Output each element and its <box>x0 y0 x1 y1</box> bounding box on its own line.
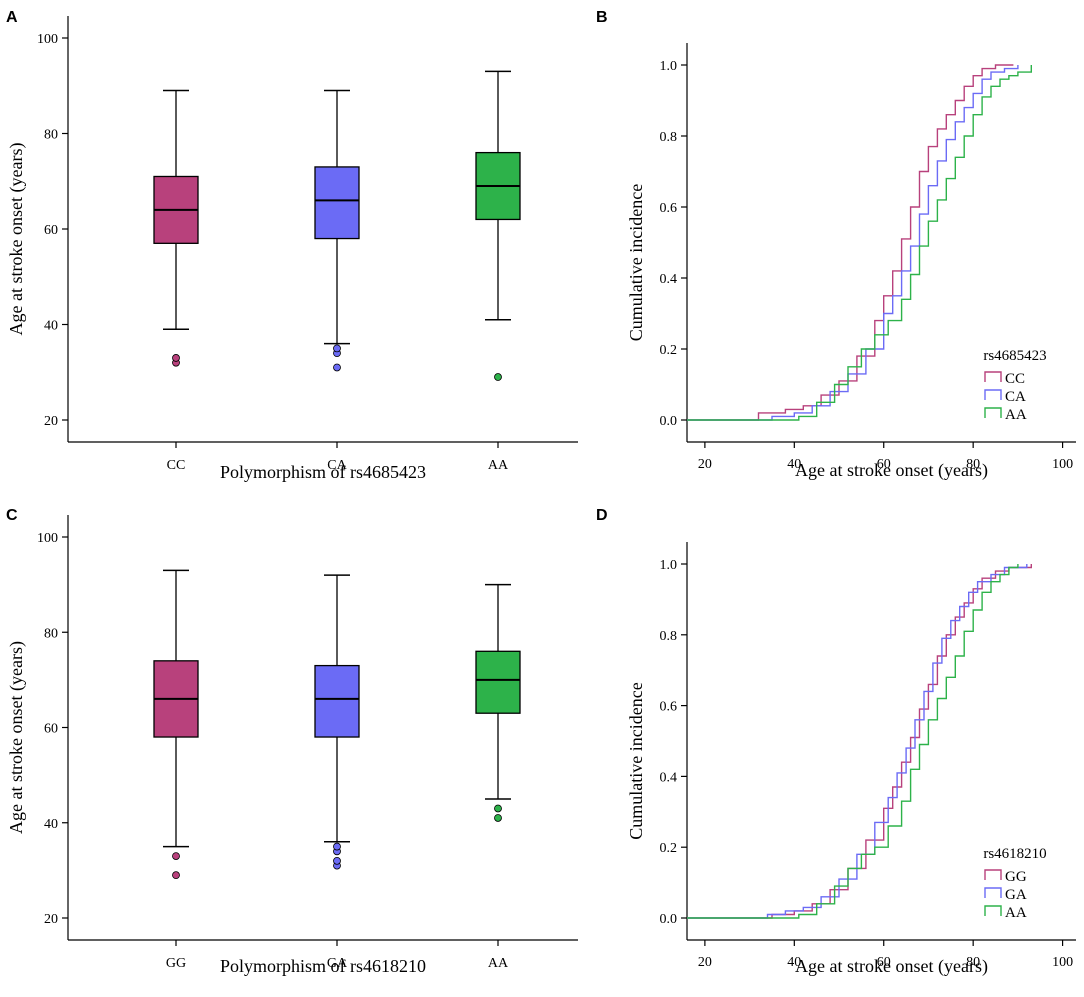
x-tick-label: AA <box>488 458 509 473</box>
y-tick-label: 60 <box>44 223 58 238</box>
y-tick-label: 20 <box>44 912 58 927</box>
legend-label-gg: GG <box>1005 869 1027 885</box>
legend-title: rs4685423 <box>983 348 1046 364</box>
box-aa <box>475 70 521 381</box>
iqr-box <box>475 650 521 714</box>
chart-d: 0.0 0.2 0.4 0.6 0.8 1.0 20 40 60 80 100 rs4618210 GG… <box>626 542 1076 977</box>
x-axis-title: Age at stroke onset (years) <box>795 460 988 481</box>
outlier-point <box>333 344 341 353</box>
x-axis-title: Polymorphism of rs4685423 <box>220 462 426 482</box>
y-tick-label: 0.2 <box>660 841 678 856</box>
y-tick-label: 20 <box>44 414 58 429</box>
series-line-aa <box>687 65 1032 421</box>
x-tick-label: 40 <box>787 457 801 472</box>
y-tick-label: 40 <box>44 817 58 832</box>
y-tick-label: 0.8 <box>660 130 678 145</box>
y-tick-label: 60 <box>44 722 58 737</box>
y-tick-label: 0.0 <box>660 912 678 927</box>
legend-swatch-gg <box>984 869 1002 880</box>
y-tick-label: 1.0 <box>660 59 678 74</box>
legend-label-cc: CC <box>1005 371 1025 387</box>
x-tick-label: CC <box>167 458 186 473</box>
y-axis-title: Cumulative incidence <box>626 184 646 341</box>
panel-letter-c: C <box>6 507 18 524</box>
chart-c: 20 40 60 80 100 GG GA AA Polymorphism of rs46182… <box>6 515 578 976</box>
y-tick-label: 1.0 <box>660 558 678 573</box>
x-tick-label: 20 <box>698 955 712 970</box>
legend-swatch-aa <box>984 407 1002 418</box>
box-cc <box>153 89 199 367</box>
legend-label-aa: AA <box>1005 407 1027 423</box>
x-tick-label: 20 <box>698 457 712 472</box>
x-tick-label: 60 <box>877 457 891 472</box>
outlier-point <box>494 373 502 381</box>
y-tick-label: 0.4 <box>660 770 678 785</box>
y-tick-label: 0.2 <box>660 343 678 358</box>
legend-swatch-ca <box>984 389 1002 400</box>
chart-b: 0.0 0.2 0.4 0.6 0.8 1.0 20 40 60 80 100 rs4685423 CC… <box>626 43 1076 481</box>
x-tick-label: 100 <box>1052 955 1073 970</box>
legend-swatch-ga <box>984 887 1002 898</box>
y-tick-label: 0.4 <box>660 272 678 287</box>
y-tick-label: 80 <box>44 626 58 641</box>
y-tick-label: 100 <box>37 531 58 546</box>
y-tick-label: 0.6 <box>660 201 678 216</box>
x-axis-title: Polymorphism of rs4618210 <box>220 956 426 976</box>
panel-letter-d: D <box>596 507 608 524</box>
box-ga <box>314 574 360 870</box>
panel-letter-b: B <box>596 9 608 26</box>
legend: rs4685423 CC CA AA <box>983 348 1046 423</box>
x-tick-label: AA <box>488 956 509 971</box>
y-tick-label: 0.8 <box>660 629 678 644</box>
box-gg <box>153 569 199 880</box>
x-tick-label: GA <box>327 956 348 971</box>
series-line-ga <box>687 564 1028 919</box>
iqr-box <box>314 166 360 240</box>
x-axis-title: Age at stroke onset (years) <box>795 956 988 977</box>
y-tick-label: 0.0 <box>660 414 678 429</box>
legend-swatch-aa <box>984 905 1002 916</box>
outlier-point <box>494 814 502 822</box>
iqr-box <box>314 664 360 738</box>
legend-label-ca: CA <box>1005 389 1026 405</box>
outlier-point <box>333 842 341 851</box>
outlier-point <box>333 856 341 865</box>
series-line-aa <box>687 564 1019 919</box>
y-axis-title: Cumulative incidence <box>626 682 646 839</box>
outlier-point <box>172 852 180 860</box>
panel-letter-a: A <box>6 9 18 26</box>
outlier-point <box>172 871 180 880</box>
series-line-ca <box>687 65 1019 421</box>
legend-swatch-cc <box>984 371 1002 382</box>
x-tick-label: 60 <box>877 955 891 970</box>
legend-label-aa: AA <box>1005 905 1027 921</box>
outlier-point <box>172 354 180 362</box>
plots: 20 40 60 80 100 CC CA AA Polymorphism of rs46854… <box>6 16 1076 977</box>
y-axis-title: Age at stroke onset (years) <box>6 143 27 336</box>
legend: rs4618210 GG GA AA <box>983 846 1046 921</box>
y-tick-label: 0.6 <box>660 700 678 715</box>
legend-label-ga: GA <box>1005 887 1027 903</box>
y-axis-title: Age at stroke onset (years) <box>6 641 27 834</box>
legend-title: rs4618210 <box>983 846 1046 862</box>
y-tick-label: 40 <box>44 319 58 334</box>
y-tick-label: 100 <box>37 32 58 47</box>
chart-a: 20 40 60 80 100 CC CA AA Polymorphism of rs46854… <box>6 16 578 482</box>
outlier-point <box>494 804 502 813</box>
box-ca <box>314 89 360 372</box>
series-line-gg <box>687 564 1032 919</box>
x-tick-label: 100 <box>1052 457 1073 472</box>
box-aa <box>475 583 521 822</box>
x-tick-label: GG <box>166 956 186 971</box>
y-tick-label: 80 <box>44 128 58 143</box>
series-line-cc <box>687 64 1014 421</box>
outlier-point <box>333 363 341 372</box>
x-tick-label: 80 <box>966 457 980 472</box>
x-tick-label: 40 <box>787 955 801 970</box>
x-tick-label: CA <box>327 458 347 473</box>
x-tick-label: 80 <box>966 955 980 970</box>
